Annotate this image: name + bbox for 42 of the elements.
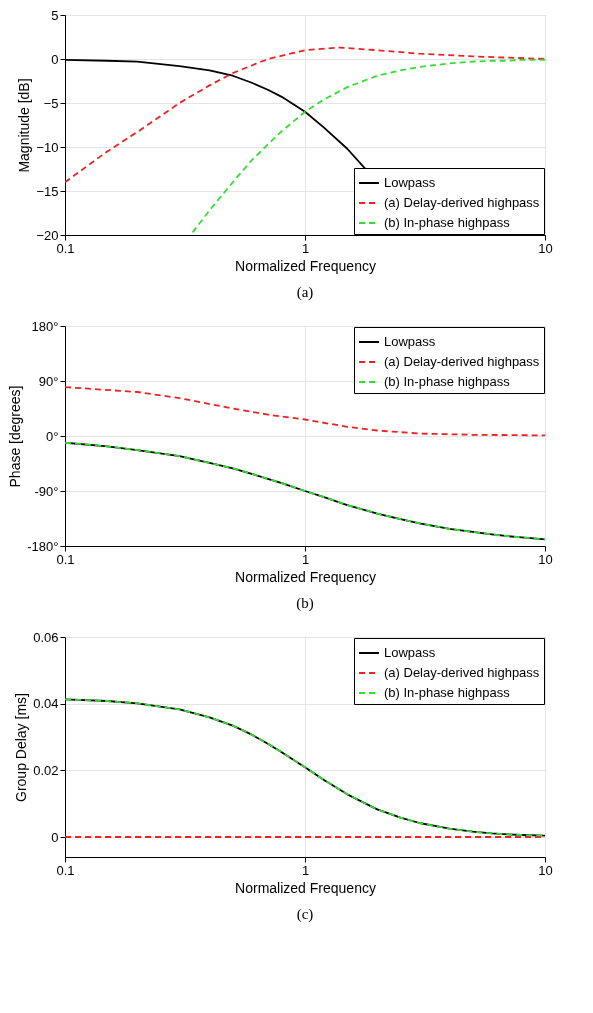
text: (b) — [296, 595, 314, 612]
x-tick-label: 0.1 — [56, 551, 75, 567]
x-axis-title: Normalized Frequency — [235, 568, 376, 585]
y-tick-label: −5 — [43, 95, 59, 111]
x-tick-label: 1 — [301, 551, 310, 567]
y-tick-label: 0.06 — [33, 629, 59, 645]
legend-label: (b) In-phase highpass — [384, 685, 511, 700]
y-tick-label: -90° — [34, 483, 59, 499]
x-tick-label: 10 — [538, 240, 553, 256]
x-tick-label: 10 — [538, 551, 553, 567]
x-axis-title: Normalized Frequency — [235, 879, 376, 896]
y-tick-label: 5 — [51, 7, 59, 23]
x-tick-label: 0.1 — [56, 240, 75, 256]
y-tick-label: 180° — [31, 318, 59, 334]
y-axis-title: Group Delay [ms] — [13, 693, 30, 802]
x-tick-label: 1 — [301, 862, 310, 878]
legend-label: (a) Delay-derived highpass — [384, 354, 540, 369]
y-tick-label: 90° — [38, 373, 59, 389]
text: (a) — [296, 284, 314, 301]
y-tick-label: 0 — [51, 51, 59, 67]
x-axis-title: Normalized Frequency — [235, 257, 376, 274]
y-axis-title: Magnitude [dB] — [16, 78, 33, 173]
y-tick-label: 0.02 — [33, 762, 59, 778]
x-tick-label: 1 — [301, 240, 310, 256]
y-tick-label: −20 — [36, 227, 59, 243]
text: (c) — [296, 906, 314, 923]
y-tick-label: 0.04 — [33, 696, 59, 712]
y-tick-label: −10 — [36, 139, 59, 155]
y-tick-label: 0° — [46, 428, 59, 444]
y-tick-label: 0 — [51, 829, 59, 845]
legend-label: (a) Delay-derived highpass — [384, 195, 540, 210]
legend-label: Lowpass — [384, 334, 436, 349]
legend-label: (b) In-phase highpass — [384, 374, 511, 389]
y-tick-label: −15 — [36, 183, 59, 199]
y-tick-label: -180° — [27, 538, 59, 554]
legend-label: (b) In-phase highpass — [384, 215, 511, 230]
x-tick-label: 0.1 — [56, 862, 75, 878]
legend-label: Lowpass — [384, 175, 436, 190]
legend-label: (a) Delay-derived highpass — [384, 665, 540, 680]
legend-label: Lowpass — [384, 645, 436, 660]
y-axis-title: Phase [degrees] — [7, 385, 24, 488]
x-tick-label: 10 — [538, 862, 553, 878]
